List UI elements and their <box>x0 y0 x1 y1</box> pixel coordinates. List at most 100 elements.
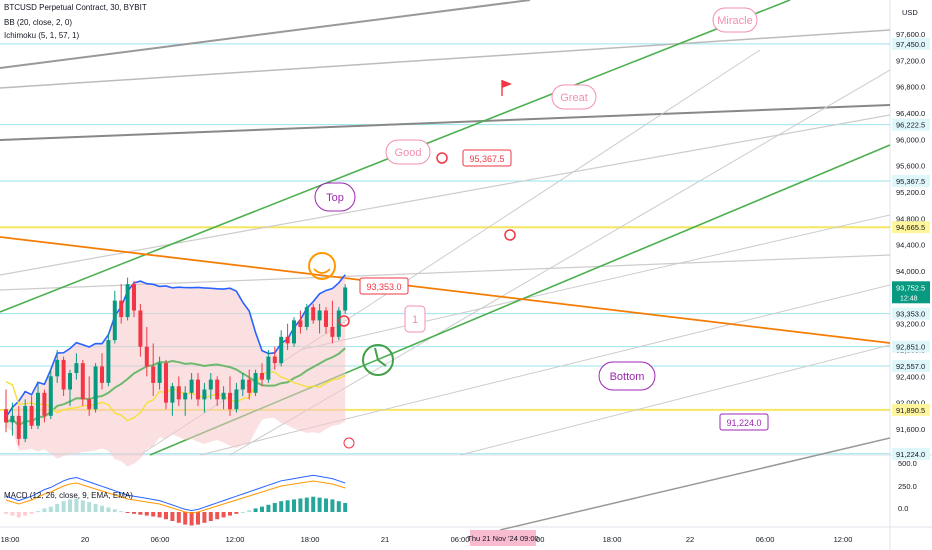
macd-bar <box>215 512 220 520</box>
macd-tick-label: 250.0 <box>898 482 917 491</box>
y-tick-label: 96,400.0 <box>896 109 925 118</box>
candle-body <box>247 379 252 393</box>
candle-body <box>292 320 296 344</box>
trend-line <box>499 437 891 531</box>
macd-bar <box>176 512 181 523</box>
candle-body <box>10 415 15 423</box>
macd-bar <box>196 512 200 525</box>
candle-body <box>55 359 60 377</box>
macd-bar <box>125 512 130 513</box>
price-label-text: 93,353.0 <box>896 310 925 319</box>
price-note-text: 93,353.0 <box>366 282 401 292</box>
y-tick-label: 92,400.0 <box>896 372 925 381</box>
x-tick-label: 18:00 <box>603 535 622 544</box>
macd-bar <box>311 496 316 512</box>
y-tick-label: 94,400.0 <box>896 241 925 250</box>
candle-body <box>164 363 168 403</box>
signal-line <box>5 480 346 514</box>
candle-body <box>196 379 200 400</box>
macd-bar <box>292 499 296 512</box>
macd-bar <box>266 504 271 512</box>
candle-body <box>4 409 8 423</box>
macd-bar <box>221 512 226 518</box>
candle-body <box>311 307 316 321</box>
candle-body <box>74 363 79 374</box>
x-tick-label: 06:00 <box>451 535 470 544</box>
hand-pointer-icon <box>504 229 516 241</box>
candle-body <box>29 405 34 426</box>
macd-bar <box>170 512 175 521</box>
price-label-badge <box>892 221 930 234</box>
price-label-badge <box>892 340 930 353</box>
y-tick-label: 97,200.0 <box>896 56 925 65</box>
macd-bar <box>138 512 143 515</box>
candle-body <box>234 389 239 410</box>
trend-line <box>299 214 891 351</box>
macd-bar <box>29 512 34 514</box>
macd-bar <box>42 508 47 512</box>
candle-body <box>93 366 98 410</box>
note-text: Miracle <box>717 15 752 27</box>
candle-body <box>106 340 111 383</box>
price-label-badge <box>892 174 930 187</box>
macd-bar <box>106 507 111 512</box>
macd-bar <box>23 512 28 516</box>
candle-body <box>304 307 309 327</box>
candle-body <box>80 363 85 400</box>
y-tick-label: 95,200.0 <box>896 188 925 197</box>
y-tick-label: 92,000.0 <box>896 399 925 408</box>
currency-label: USD <box>902 8 918 17</box>
candle-body <box>330 326 335 337</box>
price-label-text: 95,367.5 <box>896 177 925 186</box>
bollinger-basis <box>5 347 346 428</box>
macd-bar <box>119 511 124 513</box>
macd-bar <box>157 512 162 518</box>
macd-bar <box>55 503 60 512</box>
macd-bar <box>343 503 348 512</box>
candle-body <box>23 405 28 439</box>
price-label-text: 91,224.0 <box>896 450 925 459</box>
price-label-badge <box>892 281 930 304</box>
macd-bar <box>298 498 303 512</box>
candle-body <box>317 310 322 321</box>
crosshair-badge <box>470 530 536 546</box>
trend-line <box>459 344 891 456</box>
x-tick-label: 06:00 <box>151 535 170 544</box>
macd-bar <box>16 512 21 518</box>
price-label-text: 92,557.0 <box>896 362 925 371</box>
candle-body <box>324 310 328 327</box>
trend-line <box>0 104 891 141</box>
price-label-badge <box>892 359 930 372</box>
x-tick-label: 06:00 <box>756 535 775 544</box>
bolt-icon <box>343 437 355 449</box>
note-bubble <box>385 139 431 165</box>
y-tick-label: 93,200.0 <box>896 320 925 329</box>
macd-bar <box>151 512 156 517</box>
macd-bar <box>336 501 341 512</box>
note-text: Great <box>560 92 588 104</box>
clock-hand <box>377 359 387 367</box>
trend-line <box>0 114 891 276</box>
x-tick-label: 12:00 <box>834 535 853 544</box>
price-note-box <box>462 149 512 167</box>
y-tick-label: 96,000.0 <box>896 135 925 144</box>
candle-body <box>285 336 290 344</box>
candle-body <box>125 284 130 318</box>
candle-body <box>138 310 143 347</box>
candle-body <box>253 373 258 393</box>
price-label-badge <box>892 403 930 416</box>
macd-bar <box>304 497 309 512</box>
macd-bar <box>10 512 15 516</box>
note-bubble <box>551 84 597 110</box>
note-bubble <box>598 361 656 391</box>
price-label-text: 94,665.5 <box>896 223 925 232</box>
candle-body <box>221 392 226 400</box>
candle-body <box>112 300 117 341</box>
macd-bar <box>247 510 252 512</box>
macd-tick-label: 0.0 <box>898 504 908 513</box>
macd-bar <box>285 500 290 512</box>
bollinger-fill <box>6 274 346 467</box>
crosshair-label: Thu 21 Nov '24 09:00 <box>467 534 538 543</box>
price-label-badge <box>892 447 930 460</box>
